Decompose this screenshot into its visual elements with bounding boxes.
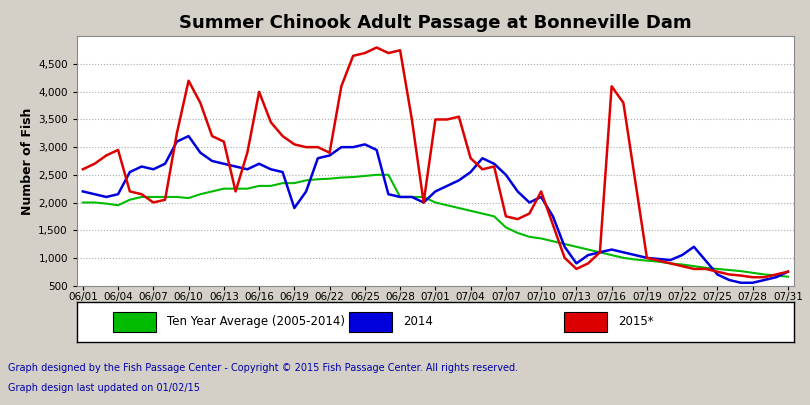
2015* <box>513 217 522 222</box>
FancyBboxPatch shape <box>113 312 156 332</box>
2014 <box>78 189 87 194</box>
2015* <box>242 150 252 155</box>
Line: Ten Year Average (2005-2014): Ten Year Average (2005-2014) <box>83 175 788 277</box>
2015* <box>748 275 757 279</box>
Ten Year Average (2005-2014) <box>372 173 382 177</box>
2015* <box>78 167 87 172</box>
2014 <box>513 189 522 194</box>
Ten Year Average (2005-2014) <box>242 186 252 191</box>
2014 <box>701 258 710 263</box>
Ten Year Average (2005-2014) <box>513 230 522 235</box>
Text: 2015*: 2015* <box>618 315 654 328</box>
Ten Year Average (2005-2014) <box>466 208 475 213</box>
2014 <box>254 161 264 166</box>
Y-axis label: Number of Fish: Number of Fish <box>21 107 34 215</box>
Title: Summer Chinook Adult Passage at Bonneville Dam: Summer Chinook Adult Passage at Bonnevil… <box>179 14 692 32</box>
2014 <box>466 170 475 175</box>
2014 <box>336 145 346 149</box>
Text: Graph designed by the Fish Passage Center - Copyright © 2015 Fish Passage Center: Graph designed by the Fish Passage Cente… <box>8 362 518 373</box>
Text: Ten Year Average (2005-2014): Ten Year Average (2005-2014) <box>167 315 344 328</box>
Ten Year Average (2005-2014) <box>701 265 710 270</box>
2015* <box>325 150 335 155</box>
2014 <box>231 164 241 169</box>
Ten Year Average (2005-2014) <box>78 200 87 205</box>
2015* <box>219 139 228 144</box>
2015* <box>372 45 382 50</box>
FancyBboxPatch shape <box>565 312 608 332</box>
2015* <box>466 156 475 161</box>
2015* <box>783 269 793 274</box>
X-axis label: Passage Date: Passage Date <box>388 307 483 320</box>
Ten Year Average (2005-2014) <box>325 176 335 181</box>
2014 <box>783 269 793 274</box>
2014 <box>184 134 194 139</box>
Text: 2014: 2014 <box>403 315 433 328</box>
Line: 2014: 2014 <box>83 136 788 283</box>
Ten Year Average (2005-2014) <box>219 186 228 191</box>
2014 <box>736 280 746 285</box>
FancyBboxPatch shape <box>349 312 392 332</box>
Line: 2015*: 2015* <box>83 47 788 277</box>
Text: Graph design last updated on 01/02/15: Graph design last updated on 01/02/15 <box>8 383 200 393</box>
2015* <box>701 266 710 271</box>
Ten Year Average (2005-2014) <box>783 274 793 279</box>
